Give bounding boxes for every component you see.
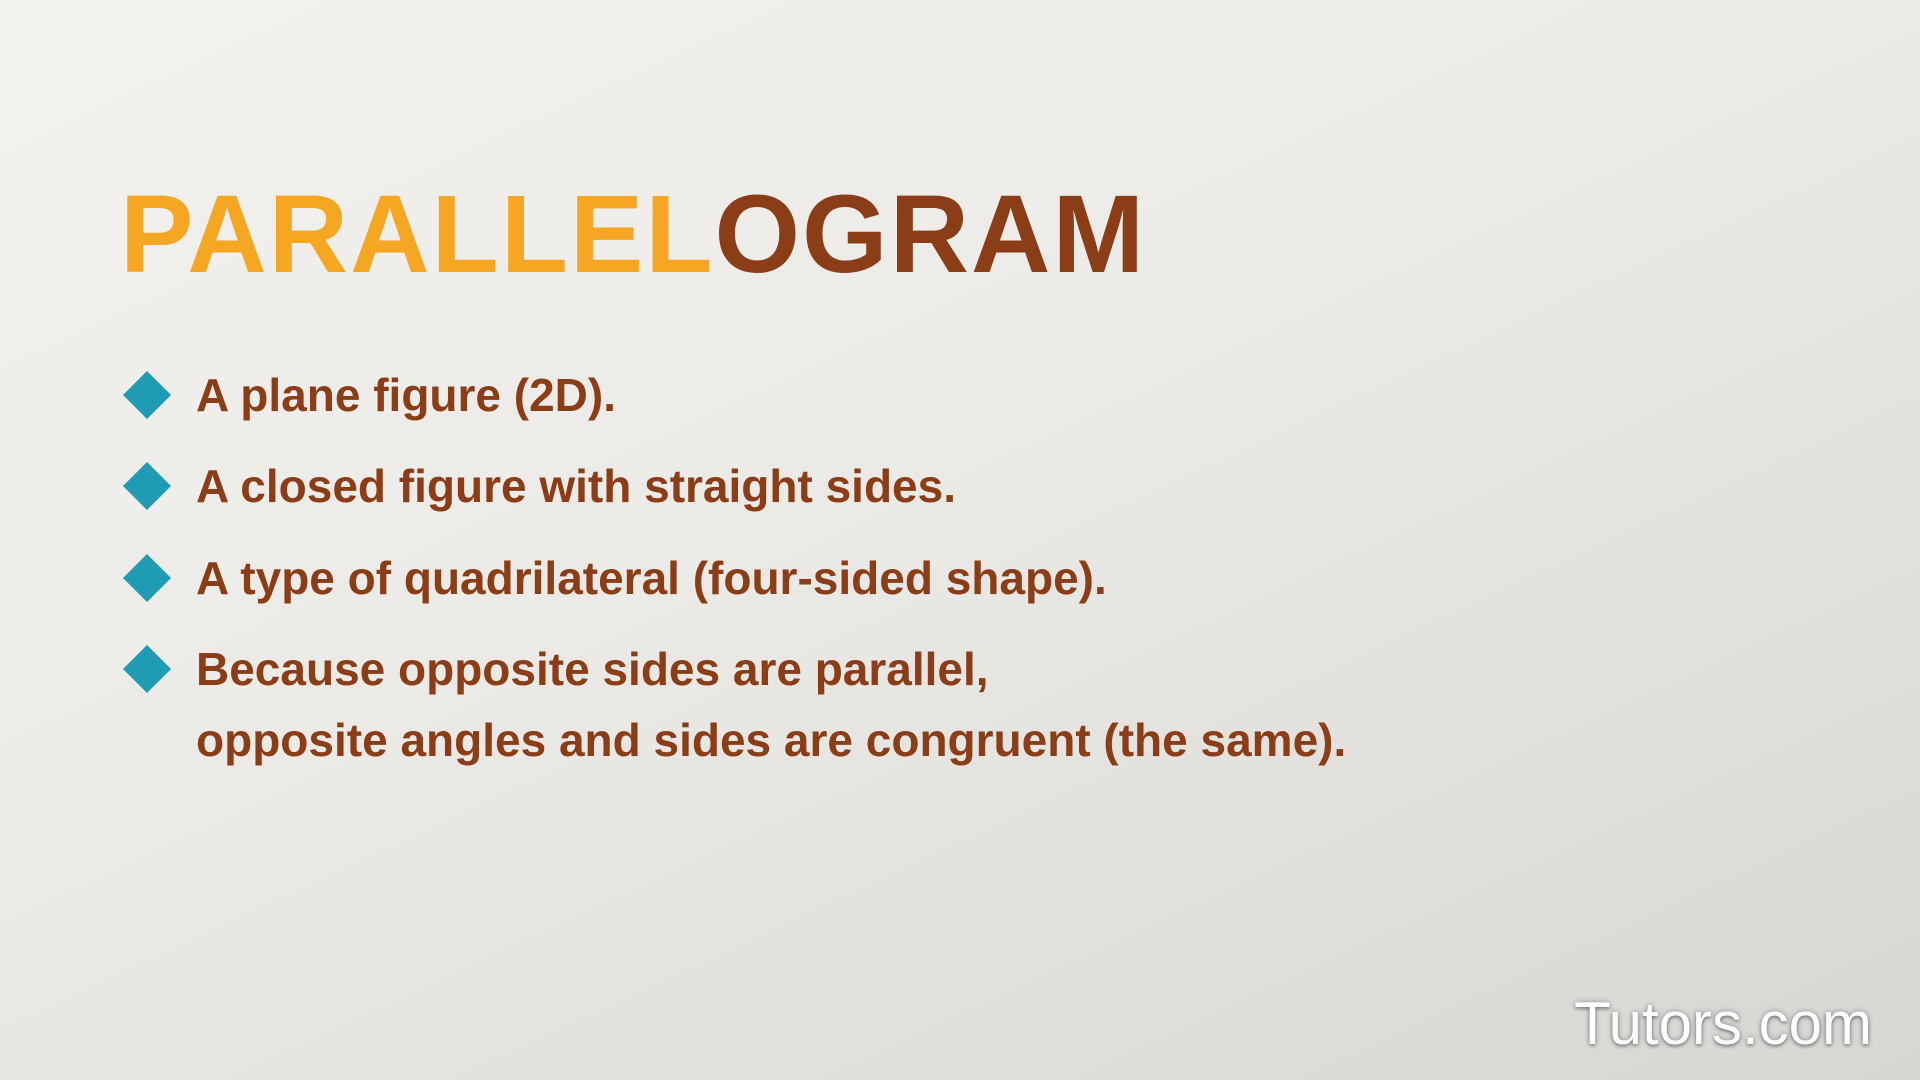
title-part-1: PARALLEL [120, 173, 714, 296]
watermark: Tutors.com [1574, 989, 1872, 1058]
slide-title: PARALLELOGRAM [120, 180, 1800, 290]
list-item: A type of quadrilateral (four-sided shap… [130, 543, 1800, 614]
diamond-icon [123, 554, 171, 602]
list-item: A plane figure (2D). [130, 360, 1800, 431]
list-item: A closed figure with straight sides. [130, 451, 1800, 522]
list-item: Because opposite sides are parallel,oppo… [130, 634, 1800, 777]
diamond-icon [123, 645, 171, 693]
bullet-text: A closed figure with straight sides. [196, 451, 1800, 522]
bullet-text: A type of quadrilateral (four-sided shap… [196, 543, 1800, 614]
slide: PARALLELOGRAM A plane figure (2D). A clo… [0, 0, 1920, 1080]
diamond-icon [123, 371, 171, 419]
diamond-icon [123, 462, 171, 510]
title-part-2: OGRAM [714, 173, 1146, 296]
bullet-text: A plane figure (2D). [196, 360, 1800, 431]
bullet-list: A plane figure (2D). A closed figure wit… [120, 360, 1800, 776]
bullet-text: Because opposite sides are parallel,oppo… [196, 634, 1800, 777]
